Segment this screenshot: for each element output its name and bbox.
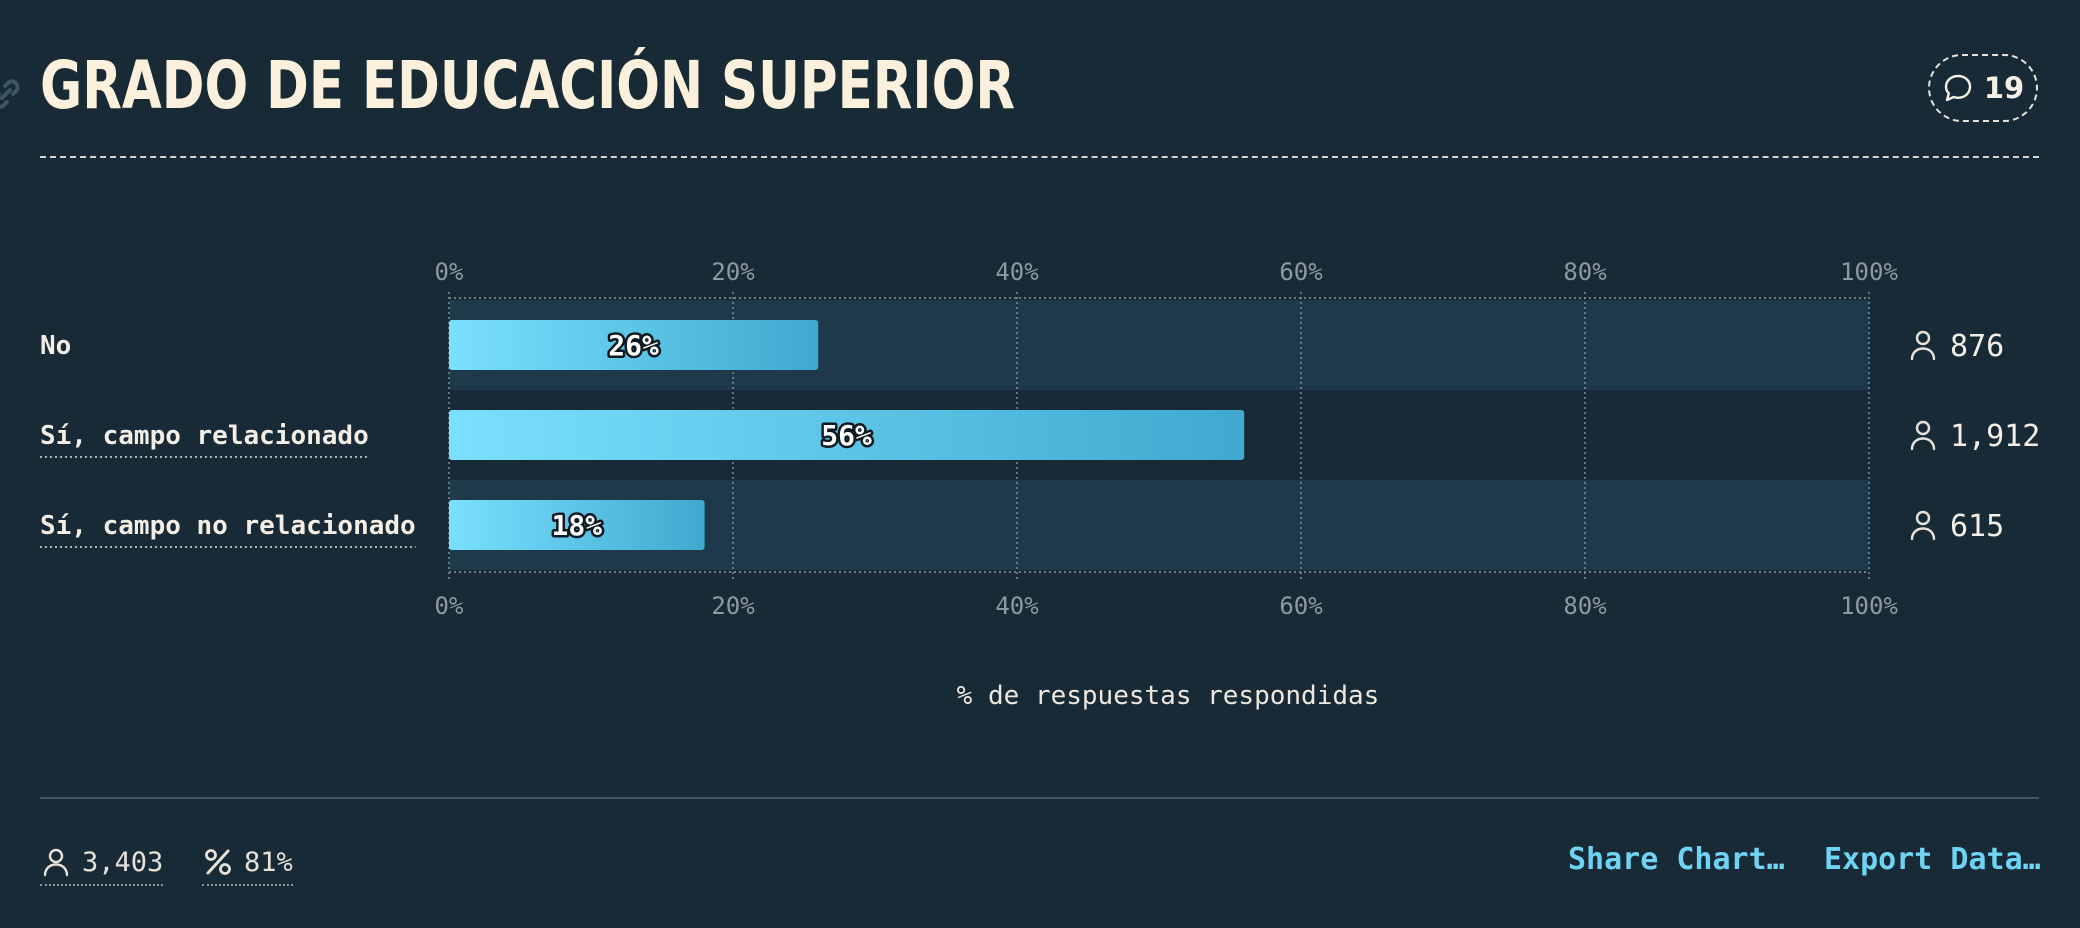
x-tick-label: 80% — [1563, 592, 1607, 620]
link-icon[interactable] — [0, 74, 26, 114]
respondents-count: 3,403 — [82, 846, 164, 878]
respondent-count: 876 — [1950, 329, 2004, 364]
x-tick-label: 60% — [1279, 592, 1323, 620]
bar-value-label: 56% — [821, 419, 872, 452]
x-tick-label: 20% — [711, 258, 755, 286]
bar-value-label: 18% — [552, 509, 603, 542]
category-label: Sí, campo relacionado — [40, 421, 369, 451]
bar — [449, 410, 1245, 460]
respondents-stat[interactable]: 3,403 — [40, 840, 164, 886]
footer-divider — [40, 797, 2039, 799]
x-tick-label: 80% — [1563, 258, 1607, 286]
respondent-count: 1,912 — [1950, 419, 2040, 454]
x-tick-label: 60% — [1279, 258, 1323, 286]
title-divider — [40, 156, 2039, 158]
x-tick-label: 0% — [435, 592, 464, 620]
category-label: No — [40, 331, 71, 361]
x-tick-label: 40% — [995, 592, 1039, 620]
comments-button[interactable]: 19 — [1928, 54, 2038, 122]
page-title: GRADO DE EDUCACIÓN SUPERIOR — [40, 47, 1015, 124]
person-icon — [1910, 420, 1936, 451]
respondent-count: 615 — [1950, 509, 2004, 544]
person-icon — [1910, 510, 1936, 541]
share-chart-button[interactable]: Share Chart… — [1568, 842, 1785, 877]
comment-icon — [1944, 74, 1972, 102]
x-tick-label: 100% — [1840, 258, 1898, 286]
person-icon — [43, 848, 69, 877]
percent-icon — [205, 849, 231, 875]
response-rate-value: 81% — [244, 846, 293, 878]
x-tick-label: 0% — [435, 258, 464, 286]
person-icon — [1910, 330, 1936, 361]
bar — [449, 320, 819, 370]
x-tick-label: 40% — [995, 258, 1039, 286]
bar — [449, 500, 705, 550]
x-tick-label: 20% — [711, 592, 755, 620]
export-data-button[interactable]: Export Data… — [1824, 842, 2041, 877]
bar-value-label: 26% — [608, 329, 659, 362]
comment-count: 19 — [1983, 71, 2025, 105]
bar-chart: 26% 56% 18% 0% 20% 40% 60% 80% 100% 0% 20% 40% 60%… — [40, 258, 2040, 711]
response-rate-stat[interactable]: 81% — [202, 840, 293, 886]
category-label: Sí, campo no relacionado — [40, 511, 416, 541]
x-axis-label: % de respuestas respondidas — [957, 681, 1380, 711]
x-tick-label: 100% — [1840, 592, 1898, 620]
